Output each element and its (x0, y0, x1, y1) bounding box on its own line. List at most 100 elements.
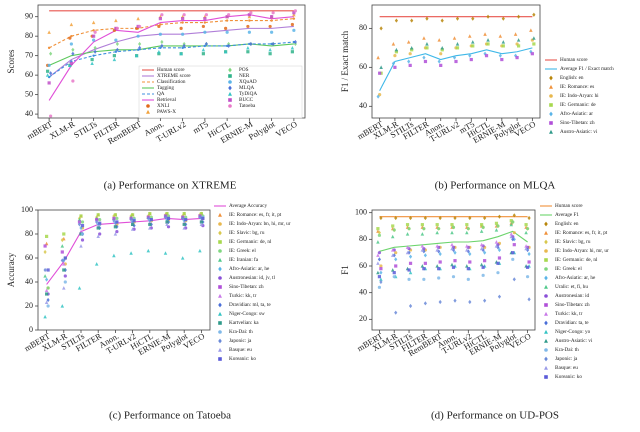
legend-swatch (218, 302, 222, 308)
y-axis-label: Scores (6, 49, 16, 73)
data-point (451, 225, 456, 229)
legend-label: Uralic: et, fi, hu (555, 283, 588, 290)
data-point (160, 43, 164, 48)
legend-label: Japonic: ja (555, 356, 578, 362)
legend-label: PAWS-X (157, 109, 176, 115)
data-point (68, 63, 72, 67)
data-point (392, 253, 396, 258)
data-point (440, 48, 444, 52)
data-point (292, 28, 296, 32)
data-point (379, 267, 383, 271)
data-point (379, 279, 383, 285)
y-axis-label: F1 / Exact match (340, 30, 350, 92)
legend-label: Koreanic: ko (229, 356, 256, 362)
data-point (394, 50, 399, 54)
data-point (45, 292, 49, 296)
data-point (148, 226, 152, 230)
y-tick-label: 60 (25, 70, 33, 79)
data-point (43, 274, 47, 278)
legend-label: Average F1 (555, 212, 579, 218)
data-point (468, 34, 472, 38)
data-point (77, 286, 82, 290)
legend-label: MLQA (239, 85, 255, 91)
data-point (63, 256, 67, 260)
y-axis-label: F1 (340, 265, 350, 275)
data-point (486, 14, 490, 19)
data-point (223, 49, 228, 54)
legend-label: Dravidian: ml, ta, te (229, 302, 271, 308)
legend-label: Human score (560, 57, 588, 63)
data-point (529, 28, 533, 32)
data-point (131, 222, 135, 226)
legend-swatch (544, 230, 548, 235)
legend-swatch (544, 348, 548, 352)
legend-swatch (218, 338, 222, 344)
legend-label: Niger-Congo: sw (229, 311, 265, 317)
data-point (501, 40, 506, 44)
data-point (181, 32, 185, 36)
data-point (93, 45, 97, 50)
line-point (70, 34, 73, 38)
data-point (501, 44, 505, 48)
legend-label: Afro-Asiatic: ar, he (229, 265, 270, 272)
data-point (450, 246, 454, 251)
data-point (271, 11, 275, 15)
data-point (224, 26, 228, 30)
data-point (390, 253, 395, 257)
data-point (290, 22, 294, 27)
data-point (407, 277, 411, 281)
data-point (290, 45, 295, 50)
data-point (247, 30, 251, 34)
data-point (148, 212, 152, 216)
data-point (227, 13, 231, 17)
caption: (c) Performance on Tatoeba (109, 410, 231, 422)
series-line (379, 230, 528, 252)
data-point (184, 218, 188, 222)
data-point (408, 261, 413, 265)
data-point (525, 227, 530, 231)
data-point (79, 244, 83, 248)
data-point (69, 61, 73, 66)
legend-swatch (549, 84, 553, 89)
data-point (95, 218, 99, 222)
data-point (498, 34, 503, 38)
data-point (527, 297, 531, 302)
data-point (511, 251, 515, 255)
data-point (184, 215, 188, 219)
y-tick-label: 50 (25, 89, 33, 98)
legend-label: POS (239, 67, 249, 73)
legend-label: Dravidian: ta, te (555, 320, 589, 326)
data-point (423, 215, 427, 221)
legend-swatch (218, 285, 222, 289)
data-point (455, 42, 460, 46)
data-point (60, 237, 64, 243)
data-point (163, 215, 168, 220)
data-point (376, 94, 380, 99)
data-point (96, 226, 100, 230)
data-point (43, 314, 47, 319)
data-point (437, 38, 441, 42)
data-point (246, 45, 250, 50)
y-tick-label: 100 (355, 207, 367, 216)
legend-swatch (544, 311, 548, 316)
data-point (46, 297, 50, 303)
data-point (454, 59, 458, 64)
data-point (247, 13, 251, 17)
legend-label: IE: Greek: el (229, 248, 256, 254)
data-point (496, 261, 500, 265)
data-point (166, 214, 171, 218)
data-point (437, 276, 441, 280)
data-point (392, 228, 396, 232)
data-point (496, 271, 500, 275)
data-point (182, 13, 186, 17)
data-point (71, 47, 75, 52)
legend-label: IE: Romance: es, fr, it, pt (555, 229, 608, 236)
legend-label: IE: Romance: es, fr, it, pt (229, 211, 282, 218)
data-point (408, 215, 413, 221)
y-tick-label: 70 (25, 50, 33, 59)
data-point (392, 275, 396, 279)
data-point (394, 257, 398, 262)
legend-swatch (218, 212, 222, 217)
data-point (79, 229, 83, 234)
legend-swatch (218, 257, 222, 262)
